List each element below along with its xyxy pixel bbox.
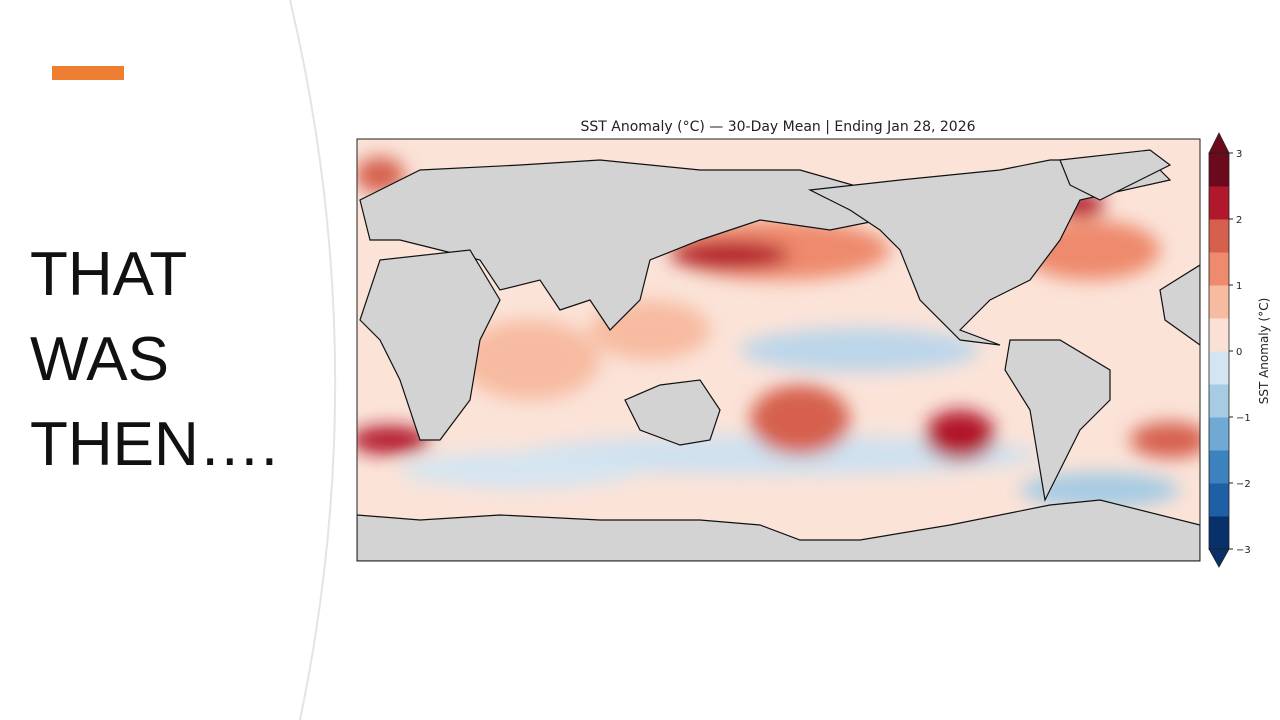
- colorbar-tick-label: 3: [1236, 149, 1242, 160]
- colorbar-band: [1209, 417, 1229, 451]
- colorbar-band: [1209, 252, 1229, 286]
- colorbar-band: [1209, 285, 1229, 319]
- anomaly-field: [357, 157, 1200, 508]
- colorbar: −3 −2 −1 0 1 2 3: [1208, 132, 1251, 568]
- colorbar-band: [1209, 153, 1229, 187]
- colorbar-band: [1209, 351, 1229, 385]
- colorbar-band: [1209, 186, 1229, 220]
- colorbar-tick-label: −1: [1236, 413, 1251, 424]
- map-frame: [356, 138, 1201, 562]
- accent-bar: [52, 66, 124, 80]
- colorbar-band: [1209, 450, 1229, 484]
- slide-title-line: THAT: [30, 240, 187, 309]
- colorbar-band: [1209, 318, 1229, 352]
- panel-curve: [289, 0, 337, 720]
- map: [357, 139, 1200, 561]
- slide-title-line: WAS: [30, 325, 169, 394]
- colorbar-tick-label: −2: [1236, 479, 1251, 490]
- colorbar-tick-label: 1: [1236, 281, 1242, 292]
- colorbar-label: SST Anomaly (°C): [1257, 298, 1271, 405]
- colorbar-band: [1209, 219, 1229, 253]
- colorbar-band: [1209, 483, 1229, 517]
- colorbar-band: [1209, 516, 1229, 550]
- colorbar-tick-label: −3: [1236, 545, 1251, 556]
- map-title: SST Anomaly (°C) — 30-Day Mean | Ending …: [580, 119, 975, 135]
- land: [357, 149, 1200, 561]
- colorbar-band: [1209, 384, 1229, 418]
- colorbar-tick-label: 2: [1236, 215, 1242, 226]
- colorbar-tick-label: 0: [1236, 347, 1242, 358]
- slide-title-line: THEN….: [30, 410, 278, 479]
